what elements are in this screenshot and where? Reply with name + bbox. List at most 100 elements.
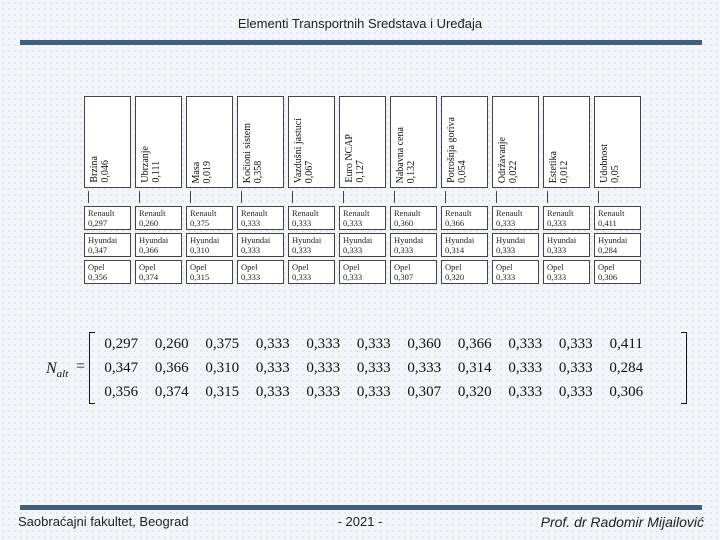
matrix-label-sub: alt bbox=[56, 368, 69, 381]
matrix-cell: 0,333 bbox=[255, 384, 290, 400]
alternative-value: 0,333 bbox=[496, 272, 516, 282]
criterion-text: Estetika 0,012 bbox=[548, 151, 570, 183]
alternative-name: Hyundai bbox=[139, 235, 169, 245]
alternative-name: Renault bbox=[241, 208, 268, 218]
alternative-cell: Hyundai 0,333 bbox=[237, 233, 284, 257]
matrix-cell: 0,333 bbox=[558, 384, 593, 400]
connector-line bbox=[88, 191, 131, 203]
criterion-header: Održavanje 0,022 bbox=[492, 96, 539, 188]
criterion-name: Brzina bbox=[89, 156, 100, 183]
alternative-name: Opel bbox=[292, 262, 309, 272]
connector-line bbox=[496, 191, 539, 203]
criterion-name: Nabavna cena bbox=[395, 126, 406, 183]
criterion-header: Vazdušni jastuci 0,067 bbox=[288, 96, 335, 188]
alternative-cell: Renault 0,260 bbox=[135, 206, 182, 230]
alternative-value: 0,314 bbox=[445, 245, 465, 255]
footer-author: Prof. dr Radomir Mijailović bbox=[540, 514, 704, 530]
alternative-cell: Renault 0,366 bbox=[441, 206, 488, 230]
connector-line bbox=[598, 191, 641, 203]
alternative-name: Opel bbox=[547, 262, 564, 272]
criterion-header: Nabavna cena 0,132 bbox=[390, 96, 437, 188]
matrix-cell: 0,333 bbox=[558, 360, 593, 376]
alternative-name: Renault bbox=[292, 208, 319, 218]
alternative-value: 0,333 bbox=[241, 218, 261, 228]
alternative-name: Hyundai bbox=[241, 235, 271, 245]
alternative-value: 0,306 bbox=[598, 272, 618, 282]
alternative-name: Hyundai bbox=[547, 235, 577, 245]
alternative-name: Renault bbox=[547, 208, 574, 218]
alternative-name: Opel bbox=[496, 262, 513, 272]
alternative-name: Opel bbox=[445, 262, 462, 272]
criterion-text: Ubrzanje 0,111 bbox=[140, 146, 162, 183]
alternative-value: 0,366 bbox=[139, 245, 159, 255]
alternative-name: Opel bbox=[139, 262, 156, 272]
criterion-text: Brzina 0,046 bbox=[89, 156, 111, 183]
bottom-rule bbox=[20, 505, 702, 510]
criterion-text: Održavanje 0,022 bbox=[497, 137, 519, 183]
matrix-cell: 0,347 bbox=[104, 360, 139, 376]
matrix-label-main: N bbox=[46, 360, 57, 377]
criteria-diagram: Brzina 0,046 Renault 0,297 Hyundai 0,347 Opel 0… bbox=[84, 96, 641, 284]
alternative-name: Hyundai bbox=[496, 235, 526, 245]
criterion-weight: 0,067 bbox=[304, 160, 315, 184]
alternative-value: 0,333 bbox=[547, 245, 567, 255]
alternative-value: 0,315 bbox=[190, 272, 210, 282]
alternative-value: 0,333 bbox=[241, 272, 261, 282]
criterion-text: Euro NCAP 0,127 bbox=[344, 134, 366, 183]
connector-line bbox=[241, 191, 284, 203]
alternative-cell: Renault 0,360 bbox=[390, 206, 437, 230]
alternative-name: Hyundai bbox=[445, 235, 475, 245]
criterion-weight: 0,046 bbox=[100, 160, 111, 184]
matrix-values: 0,297 0,260 0,375 0,333 0,333 0,333 0,360 0,366… bbox=[96, 332, 652, 404]
matrix-right-bracket bbox=[681, 332, 687, 404]
matrix-label: Nalt bbox=[46, 360, 68, 380]
criterion-header: Kočioni sistem 0,358 bbox=[237, 96, 284, 188]
alternative-value: 0,347 bbox=[88, 245, 108, 255]
connector-line bbox=[190, 191, 233, 203]
matrix-cell: 0,333 bbox=[306, 336, 341, 352]
alternative-value: 0,333 bbox=[241, 245, 261, 255]
criterion-name: Ubrzanje bbox=[140, 146, 151, 183]
criterion-column: Kočioni sistem 0,358 Renault 0,333 Hyundai 0,… bbox=[237, 96, 284, 284]
alternative-cell: Renault 0,333 bbox=[339, 206, 386, 230]
alternative-cell: Opel 0,374 bbox=[135, 260, 182, 284]
alternative-name: Renault bbox=[496, 208, 523, 218]
top-rule bbox=[20, 40, 702, 45]
alternative-cell: Hyundai 0,333 bbox=[390, 233, 437, 257]
criterion-column: Potrošnja goriva 0,054 Renault 0,366 Hyundai… bbox=[441, 96, 488, 284]
slide-title: Elementi Transportnih Sredstava i Uređaj… bbox=[237, 16, 483, 31]
alternative-value: 0,260 bbox=[139, 218, 159, 228]
alternative-name: Renault bbox=[139, 208, 166, 218]
alternative-cell: Opel 0,333 bbox=[492, 260, 539, 284]
criterion-name: Masa bbox=[191, 161, 202, 183]
criterion-column: Brzina 0,046 Renault 0,297 Hyundai 0,347 Opel 0… bbox=[84, 96, 131, 284]
alternative-value: 0,320 bbox=[445, 272, 465, 282]
alternative-value: 0,333 bbox=[292, 218, 312, 228]
alternative-name: Hyundai bbox=[190, 235, 220, 245]
criterion-header: Brzina 0,046 bbox=[84, 96, 131, 188]
criterion-weight: 0,012 bbox=[559, 160, 570, 184]
alternative-cell: Renault 0,333 bbox=[492, 206, 539, 230]
matrix-cell: 0,314 bbox=[457, 360, 492, 376]
connector-line bbox=[445, 191, 488, 203]
alternative-cell: Hyundai 0,333 bbox=[339, 233, 386, 257]
alternative-value: 0,333 bbox=[343, 218, 363, 228]
matrix-cell: 0,333 bbox=[508, 360, 543, 376]
alternative-cell: Renault 0,297 bbox=[84, 206, 131, 230]
criterion-weight: 0,019 bbox=[202, 160, 213, 184]
matrix-cell: 0,366 bbox=[457, 336, 492, 352]
matrix-cell: 0,260 bbox=[154, 336, 189, 352]
criterion-text: Udobnost 0,05 bbox=[599, 144, 621, 183]
alternative-value: 0,374 bbox=[139, 272, 159, 282]
alternative-name: Opel bbox=[394, 262, 411, 272]
alternative-value: 0,356 bbox=[88, 272, 108, 282]
criterion-weight: 0,054 bbox=[457, 160, 468, 184]
criterion-header: Estetika 0,012 bbox=[543, 96, 590, 188]
criterion-text: Kočioni sistem 0,358 bbox=[242, 123, 264, 183]
alternative-name: Renault bbox=[343, 208, 370, 218]
alternative-name: Opel bbox=[241, 262, 258, 272]
criterion-weight: 0,022 bbox=[508, 160, 519, 184]
alternative-name: Hyundai bbox=[292, 235, 322, 245]
matrix-cell: 0,320 bbox=[457, 384, 492, 400]
connector-line bbox=[547, 191, 590, 203]
